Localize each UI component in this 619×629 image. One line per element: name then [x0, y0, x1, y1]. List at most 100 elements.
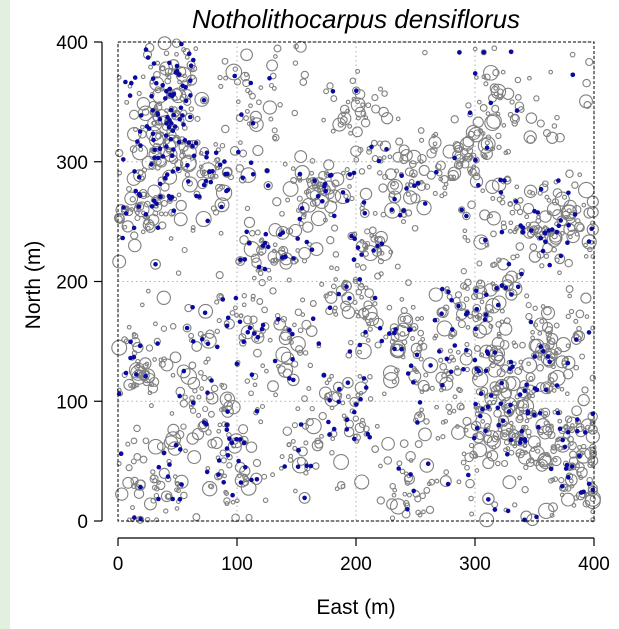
stem-point [223, 75, 229, 81]
stem-point [536, 250, 545, 259]
stem-point [585, 424, 591, 431]
focal-point [224, 323, 230, 329]
stem-point [330, 128, 336, 134]
stem-point [548, 69, 554, 75]
stem-point [238, 313, 244, 319]
stem-point [342, 376, 354, 389]
stem-point [243, 241, 260, 258]
stem-point [450, 357, 457, 363]
stem-point [290, 177, 298, 184]
stem-point [115, 204, 127, 216]
stem-point [310, 177, 319, 187]
focal-point [532, 354, 537, 359]
stem-point [244, 378, 251, 384]
stem-point [169, 411, 175, 416]
stem-point [126, 186, 132, 192]
stem-point [285, 197, 291, 203]
focal-point [164, 88, 169, 94]
stem-point [307, 362, 314, 369]
stem-point [538, 425, 553, 440]
stem-point [266, 59, 279, 72]
stem-point [277, 102, 283, 108]
focal-point [363, 385, 369, 390]
stem-point [471, 365, 483, 377]
stem-point [258, 419, 264, 425]
focal-point [252, 331, 257, 336]
stem-point [453, 367, 462, 376]
focal-point [207, 169, 212, 175]
stem-point [332, 251, 340, 258]
stem-point [551, 232, 558, 240]
stem-point [275, 346, 292, 363]
stem-point [456, 402, 465, 411]
focal-point [499, 229, 505, 235]
focal-point [536, 424, 541, 430]
focal-point [167, 86, 173, 92]
focal-point [177, 393, 182, 399]
stem-point [468, 168, 477, 177]
focal-point [558, 218, 563, 223]
focal-point [565, 360, 571, 366]
focal-point [581, 489, 586, 495]
stem-point [502, 403, 508, 409]
stem-point [292, 322, 297, 328]
focal-point [509, 292, 514, 297]
stem-point [491, 435, 499, 443]
focal-point [520, 229, 526, 235]
stem-point [417, 379, 430, 392]
stem-point [152, 210, 159, 217]
focal-point [412, 183, 417, 188]
stem-point [327, 189, 342, 203]
stem-point [435, 160, 446, 171]
stem-point [158, 221, 167, 230]
focal-point [484, 145, 490, 150]
focal-point [565, 430, 571, 435]
stem-point [129, 145, 138, 153]
stem-point [576, 452, 583, 460]
stem-point [362, 304, 378, 321]
stem-point [353, 156, 360, 163]
stem-point [205, 356, 211, 362]
focal-point [566, 190, 571, 196]
stem-point [547, 430, 556, 440]
focal-point [165, 474, 171, 479]
stem-point [497, 415, 510, 427]
stem-point [465, 102, 472, 109]
focal-point [484, 349, 490, 354]
stem-point [565, 285, 574, 294]
stem-point [362, 245, 379, 262]
stem-point [371, 445, 380, 453]
focal-point [260, 243, 266, 248]
stem-point [141, 108, 150, 116]
focal-point [150, 108, 156, 113]
focal-point [500, 418, 506, 424]
stem-point [224, 501, 230, 507]
stem-point [389, 180, 400, 190]
focal-point [208, 179, 214, 185]
focal-point [336, 291, 342, 297]
focal-point [483, 428, 488, 434]
focal-point [224, 427, 230, 433]
focal-point [225, 453, 231, 458]
stem-point [364, 288, 375, 298]
focal-point [336, 399, 342, 405]
stem-point [505, 446, 511, 451]
stem-point [533, 317, 549, 332]
focal-point [205, 218, 210, 224]
stem-point [130, 437, 138, 445]
stem-point [159, 131, 165, 137]
focal-point [361, 200, 367, 205]
stem-point [214, 197, 230, 213]
stem-point [538, 502, 555, 520]
focal-point [245, 329, 251, 335]
focal-point [247, 325, 253, 331]
stem-point [412, 350, 422, 360]
stem-point [432, 335, 438, 341]
focal-point [276, 317, 281, 322]
focal-point [164, 144, 169, 149]
stem-point [576, 471, 582, 477]
stem-point [218, 230, 224, 236]
focal-point [482, 317, 488, 322]
stem-point [319, 281, 325, 287]
stem-point [553, 350, 559, 356]
